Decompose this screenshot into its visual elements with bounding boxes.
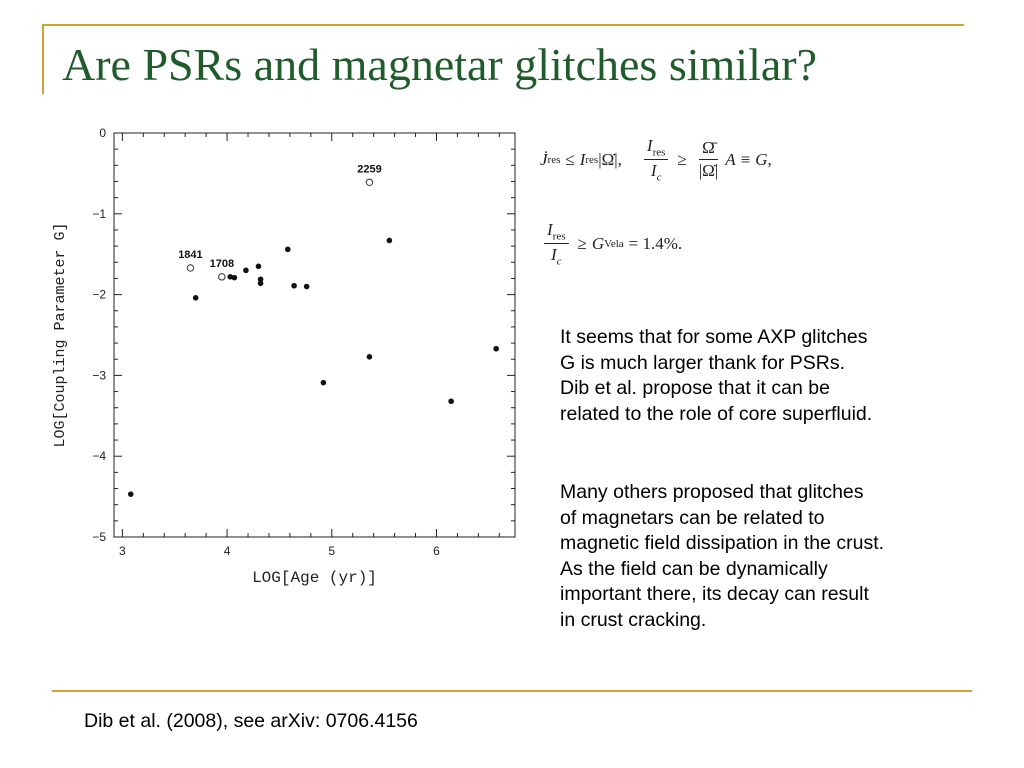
plot-frame <box>113 132 516 538</box>
paragraph2-line: As the field can be dynamically <box>560 557 828 580</box>
data-point-label: 2259 <box>357 163 381 175</box>
eq1-omega-fraction: Ω̄ |Ω̇| <box>698 138 719 181</box>
paragraph2-line: Many others proposed that glitches <box>560 481 864 503</box>
paragraph1-line: related to the role of core superfluid. <box>560 402 873 425</box>
data-point <box>303 283 310 290</box>
eq1-leq-symbol: ≤ <box>565 149 575 169</box>
data-point-label: 1841 <box>178 249 202 261</box>
y-axis-label: LOG[Coupling Parameter G] <box>52 222 69 447</box>
y-tick-label: −2 <box>92 288 106 302</box>
data-point <box>257 276 264 283</box>
data-point <box>493 345 499 352</box>
data-point-open <box>365 178 374 186</box>
paragraph2-line: in crust cracking. <box>560 608 707 631</box>
paragraph2-line: magnetic field dissipation in the crust. <box>560 532 885 554</box>
data-point <box>291 282 297 289</box>
y-tick-label: −1 <box>92 207 106 221</box>
data-point <box>127 491 134 497</box>
top-rule <box>42 24 964 26</box>
x-tick-label: 3 <box>119 544 126 558</box>
eq1-equiv-symbol: ≡ <box>740 149 751 169</box>
x-tick-label: 6 <box>433 544 440 558</box>
paragraph1-line: Dib et al. propose that it can be <box>560 377 830 399</box>
data-point <box>386 237 393 244</box>
x-axis-label: LOG[Age (yr)] <box>252 569 377 587</box>
data-point <box>320 379 327 386</box>
y-tick-label: 0 <box>99 126 106 140</box>
slide-title: Are PSRs and magnetar glitches similar? <box>62 39 818 90</box>
data-point <box>243 267 249 274</box>
equation-vela-bound: Ires Ic ≥ G Vela = 1.4%. <box>540 220 687 268</box>
data-point <box>255 263 262 270</box>
data-point <box>366 354 373 360</box>
side-rule <box>42 24 44 94</box>
plot-svg: 3 4 5 6 0 −1 −2 −3 −4 −5 LOG[Age (yr)] LOG[Coupling… <box>52 126 516 587</box>
paragraph2-line: important there, its decay can result <box>560 583 869 605</box>
x-tick-label: 4 <box>224 544 231 558</box>
y-tick-label: −4 <box>92 449 106 463</box>
eq2-value: = 1.4%. <box>628 233 683 253</box>
data-point-open <box>186 264 195 272</box>
bottom-rule <box>52 690 972 692</box>
data-point-open <box>218 273 226 281</box>
data-point <box>231 274 238 281</box>
y-tick-label: −3 <box>92 368 106 382</box>
data-point-label: 1708 <box>210 258 234 270</box>
paragraph-field-dissipation: Many others proposed that glitches of ma… <box>560 480 1010 633</box>
data-point <box>227 274 234 280</box>
x-tick-label: 5 <box>328 544 335 558</box>
glitch-scatter-plot: 3 4 5 6 0 −1 −2 −3 −4 −5 LOG[Age (yr)] LOG[Coupling… <box>40 118 530 598</box>
paragraph2-line: of magnetars can be related to <box>560 506 825 529</box>
eq2-fraction: Ires Ic <box>544 220 569 268</box>
paragraph1-line: It seems that for some AXP glitches <box>560 326 868 348</box>
eq1-geq-symbol: ≥ <box>677 149 687 169</box>
eq1-fraction: Ires Ic <box>643 136 669 184</box>
data-point <box>448 398 454 405</box>
data-point <box>257 280 264 287</box>
paragraph-axp-glitches: It seems that for some AXP glitches G is… <box>560 325 1010 427</box>
data-point <box>192 295 199 301</box>
paragraph1-line: G is much larger thank for PSRs. <box>560 351 846 374</box>
data-point <box>285 246 291 253</box>
footer-citation: Dib et al. (2008), see arXiv: 0706.4156 <box>84 710 418 732</box>
y-tick-label: −5 <box>92 530 106 544</box>
